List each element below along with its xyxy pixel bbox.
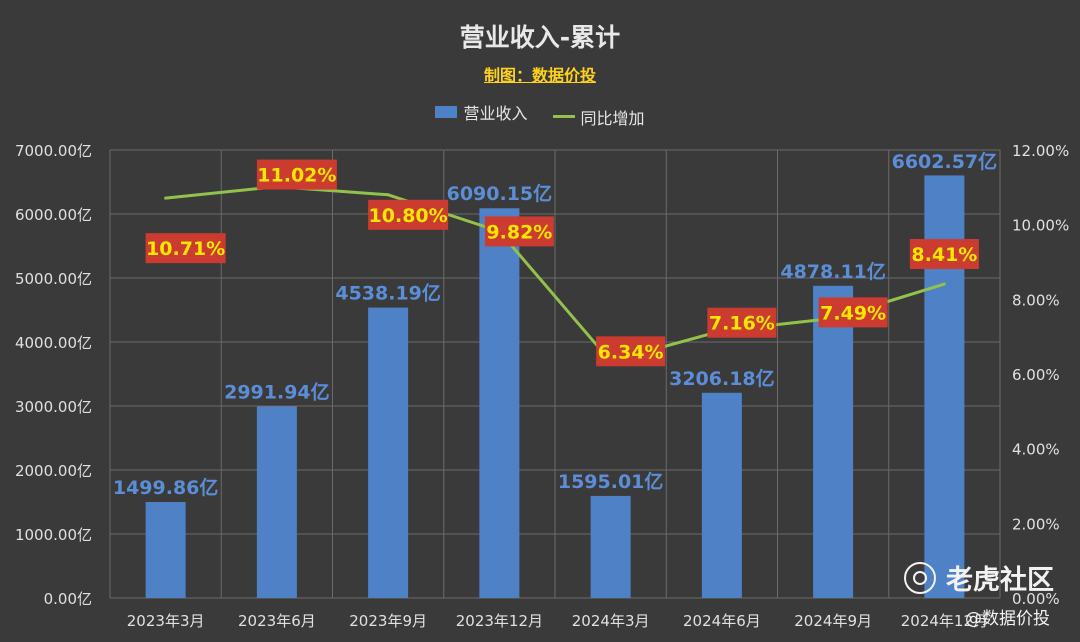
y-right-tick-label: 2.00% <box>1012 515 1060 533</box>
y-right-tick-label: 6.00% <box>1012 366 1060 384</box>
legend-item-growth[interactable]: 同比增加 <box>552 105 645 129</box>
x-tick-label: 2023年12月 <box>456 612 543 630</box>
bar <box>479 208 520 598</box>
bar-value-label: 4878.11亿 <box>780 260 886 283</box>
line-value-label-box <box>596 336 666 367</box>
x-tick-label: 2023年3月 <box>127 612 205 630</box>
y-left-tick-label: 3000.00亿 <box>15 398 92 416</box>
bar-value-label: 6602.57亿 <box>892 150 998 173</box>
x-tick-label: 2024年9月 <box>794 612 872 630</box>
bar <box>368 307 409 598</box>
line-value-label-box <box>909 239 979 270</box>
chart-subtitle-text: 制图：数据价投 <box>483 66 596 85</box>
legend-label-revenue: 营业收入 <box>463 104 528 123</box>
line-value-label: 7.49% <box>820 302 886 324</box>
line-value-label: 7.16% <box>709 313 775 335</box>
legend-line-swatch-icon <box>552 115 575 118</box>
bar <box>590 495 631 598</box>
bar <box>701 392 742 598</box>
tiger-logo-icon <box>904 561 936 594</box>
bar-value-label: 1595.01亿 <box>558 470 664 493</box>
line-value-label-box <box>145 233 226 264</box>
line-value-label: 11.02% <box>257 165 336 187</box>
y-left-tick-label: 4000.00亿 <box>15 334 92 352</box>
chart-subtitle: 制图：数据价投 <box>0 62 1080 86</box>
y-left-tick-label: 6000.00亿 <box>15 206 92 224</box>
x-tick-label: 2023年6月 <box>238 612 316 630</box>
watermark: 老虎社区 <box>904 558 1054 597</box>
bar-value-label: 3206.18亿 <box>669 367 775 390</box>
line-value-label: 10.80% <box>369 205 448 227</box>
y-right-tick-label: 8.00% <box>1012 291 1060 309</box>
line-value-label: 8.41% <box>911 244 977 266</box>
bar <box>145 502 186 598</box>
y-right-tick-label: 12.00% <box>1012 142 1069 160</box>
y-left-tick-label: 0.00亿 <box>44 590 92 608</box>
watermark-sub: @数据价投 <box>965 609 1050 629</box>
line-value-label-box <box>484 216 554 247</box>
line-point <box>942 282 946 286</box>
legend-label-growth: 同比增加 <box>580 108 645 128</box>
line-point <box>164 196 168 200</box>
line-value-label-box <box>707 307 777 338</box>
bar-value-label: 6090.15亿 <box>447 182 553 205</box>
legend-bar-swatch-icon <box>435 106 458 118</box>
chart-title: 营业收入-累计 <box>459 23 621 52</box>
legend-item-revenue[interactable]: 营业收入 <box>435 100 527 124</box>
x-tick-label: 2024年3月 <box>572 612 650 630</box>
line-value-label: 10.71% <box>146 238 225 260</box>
bar <box>256 406 297 598</box>
y-right-tick-label: 4.00% <box>1012 441 1060 459</box>
bar-value-label: 1499.86亿 <box>113 476 219 499</box>
y-left-tick-label: 5000.00亿 <box>15 270 92 288</box>
line-value-label: 6.34% <box>598 341 664 363</box>
bar-value-label: 2991.94亿 <box>224 381 330 404</box>
chart-legend: 营业收入 同比增加 <box>0 100 1080 129</box>
y-right-tick-label: 0.00% <box>1012 590 1060 608</box>
bar-value-label: 4538.19亿 <box>335 282 441 305</box>
x-tick-label: 2024年12月 <box>901 612 988 630</box>
y-left-tick-label: 7000.00亿 <box>15 142 92 160</box>
line-value-label-box <box>368 199 449 230</box>
bar <box>813 285 854 598</box>
line-value-label-box <box>256 159 337 190</box>
line-point <box>386 193 390 197</box>
y-right-tick-label: 10.00% <box>1012 217 1069 235</box>
y-left-tick-label: 1000.00亿 <box>15 526 92 544</box>
line-value-label: 9.82% <box>486 221 552 243</box>
x-tick-label: 2024年6月 <box>683 612 761 630</box>
line-value-label-box <box>818 297 888 328</box>
x-tick-label: 2023年9月 <box>349 612 427 630</box>
y-left-tick-label: 2000.00亿 <box>15 462 92 480</box>
bar <box>924 175 965 598</box>
watermark-text: 老虎社区 <box>946 565 1054 596</box>
